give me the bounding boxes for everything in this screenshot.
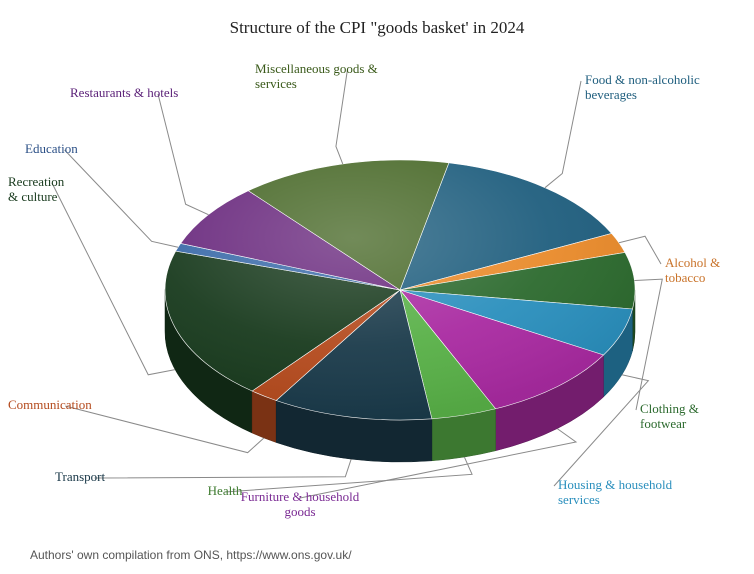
leader-line [52, 183, 175, 375]
leader-line [225, 457, 472, 492]
leader-line [158, 94, 208, 215]
leader-line [545, 81, 581, 188]
chart-footer: Authors' own compilation from ONS, https… [30, 548, 352, 562]
leader-line [65, 150, 178, 247]
cpi-pie-chart: Structure of the CPI "goods basket' in 2… [0, 0, 754, 574]
pie-svg [0, 0, 754, 574]
leader-line [336, 70, 347, 164]
pie-top [165, 160, 635, 420]
leader-line [634, 279, 662, 410]
leader-line [95, 459, 352, 478]
